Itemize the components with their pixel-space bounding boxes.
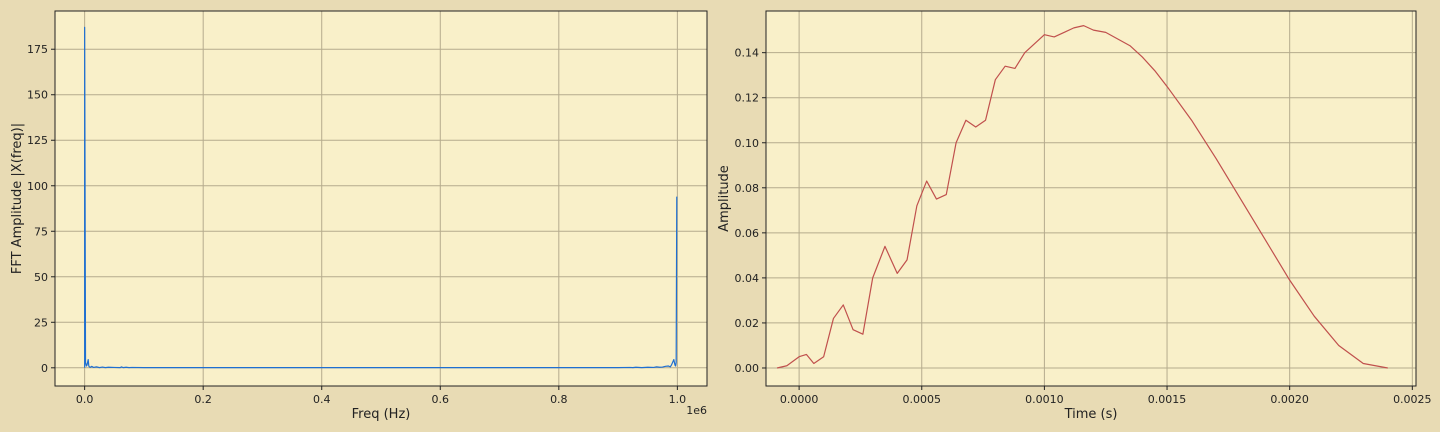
time-y-axis-label: Amplitude: [717, 165, 732, 232]
time-y-tick-label: 0.06: [735, 227, 760, 240]
fft-x-offset-label: 1e6: [686, 404, 707, 417]
fft-x-tick-label: 0.6: [432, 393, 450, 406]
fft-x-tick-label: 1.0: [669, 393, 687, 406]
time-grid: [766, 11, 1416, 386]
fft-y-tick-label: 50: [34, 271, 48, 284]
time-x-tick-label: 0.0005: [903, 393, 942, 406]
time-plot-area: [766, 11, 1416, 386]
time-y-tick-label: 0.08: [735, 182, 760, 195]
time-x-tick-label: 0.0000: [780, 393, 819, 406]
time-axes-frame: [765, 10, 1417, 387]
time-x-tick-label: 0.0015: [1148, 393, 1187, 406]
fft-x-tick-label: 0.4: [313, 393, 331, 406]
fft-y-tick-label: 150: [27, 89, 48, 102]
time-y-tick-label: 0.00: [735, 362, 760, 375]
time-y-tick-label: 0.04: [735, 272, 760, 285]
time-ticks: 0.0000 0.0005 0.0010 0.0015 0.0020 0.0025 0.00…: [735, 47, 1432, 406]
time-y-tick-label: 0.14: [735, 47, 760, 60]
time-x-tick-label: 0.0010: [1025, 393, 1064, 406]
fft-ticks: 0.0 0.2 0.4 0.6 0.8 1.0 0 25 50 75 100 125 150 175: [27, 43, 686, 406]
fft-y-tick-label: 125: [27, 134, 48, 147]
fft-plot-area: [55, 11, 707, 386]
time-series-line: [776, 25, 1388, 369]
fft-grid: [55, 11, 707, 386]
time-chart: 0.0000 0.0005 0.0010 0.0015 0.0020 0.0025 0.00…: [717, 10, 1432, 422]
fft-x-tick-label: 0.0: [76, 393, 94, 406]
fft-y-tick-label: 100: [27, 180, 48, 193]
fft-x-tick-label: 0.8: [550, 393, 568, 406]
time-y-tick-label: 0.02: [735, 317, 760, 330]
fft-axes-frame: [54, 10, 708, 387]
time-x-tick-label: 0.0025: [1393, 393, 1432, 406]
fft-x-tick-label: 0.2: [194, 393, 212, 406]
fft-y-tick-label: 75: [34, 225, 48, 238]
fft-x-axis-label: Freq (Hz): [352, 407, 411, 422]
time-x-axis-label: Time (s): [1064, 407, 1118, 422]
time-series: [776, 25, 1388, 369]
fft-y-axis-label: FFT Amplitude |X(freq)|: [10, 123, 25, 274]
time-y-tick-label: 0.10: [735, 137, 760, 150]
time-x-tick-label: 0.0020: [1270, 393, 1309, 406]
fft-chart: 0.0 0.2 0.4 0.6 0.8 1.0 0 25 50 75 100 125 150 175 Fr…: [10, 10, 708, 422]
fft-series: [84, 26, 678, 369]
fft-y-tick-label: 175: [27, 43, 48, 56]
fft-y-tick-label: 25: [34, 316, 48, 329]
time-y-tick-label: 0.12: [735, 92, 760, 105]
fft-series-line: [84, 26, 678, 369]
fft-y-tick-label: 0: [41, 362, 48, 375]
